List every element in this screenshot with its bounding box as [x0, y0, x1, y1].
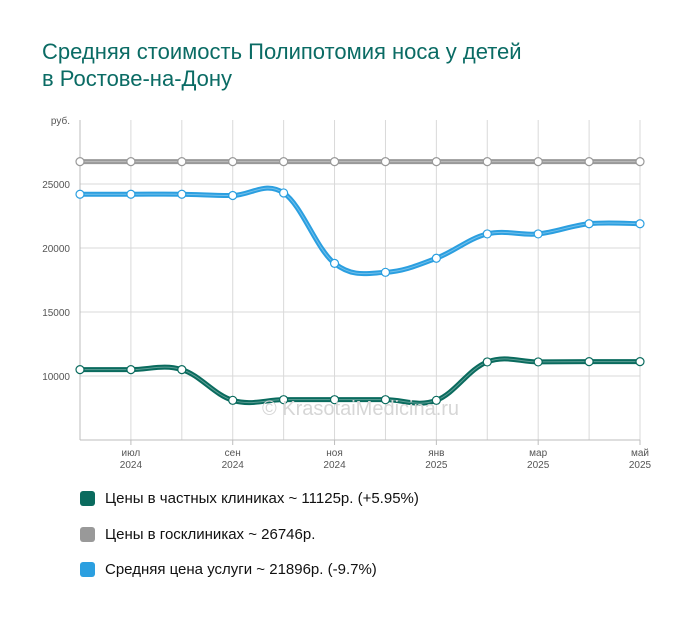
x-tick-label-year: 2025 [629, 460, 652, 471]
chart-series [77, 159, 643, 406]
x-tick-label-month: янв [428, 448, 444, 459]
x-tick-label-month: май [631, 448, 649, 459]
chart-axes: 10000150002000025000руб.июл2024сен2024но… [42, 115, 651, 471]
data-point-public [533, 157, 543, 167]
data-point-private [380, 395, 391, 405]
data-point-private [279, 395, 289, 405]
data-point-average [126, 189, 136, 199]
watermark: © KrasotaiMedicina.ru [262, 398, 460, 420]
data-point-average [75, 189, 85, 199]
x-tick-label-year: 2025 [527, 460, 550, 471]
data-point-private [177, 365, 187, 375]
x-tick-label-year: 2024 [222, 460, 245, 471]
data-point-public [380, 157, 391, 167]
x-tick-label-year: 2024 [323, 460, 346, 471]
y-tick-label: 15000 [42, 308, 70, 319]
data-point-private [228, 395, 238, 405]
data-point-private [635, 357, 645, 367]
data-point-public [482, 157, 492, 167]
data-point-private [329, 395, 340, 405]
data-point-public [584, 157, 594, 167]
chart-title-line-2: в Ростове-на-Дону [42, 66, 233, 91]
x-tick-label-month: сен [225, 448, 241, 459]
data-point-private [126, 365, 136, 375]
x-tick-label-year: 2024 [120, 460, 143, 471]
legend-swatch-private [80, 491, 95, 506]
data-point-public [75, 157, 85, 167]
legend-swatch-average [80, 562, 95, 577]
data-point-average [279, 188, 289, 198]
data-point-private [75, 365, 85, 375]
data-point-average [177, 189, 187, 199]
legend-label-public: Цены в госклиниках ~ 26746р. [105, 526, 316, 543]
y-axis-unit: руб. [51, 115, 70, 127]
data-point-public [635, 157, 645, 167]
data-point-public [329, 157, 340, 167]
data-point-private [533, 357, 543, 367]
data-point-average [228, 190, 238, 201]
data-point-average [482, 229, 492, 239]
data-point-average [533, 229, 543, 239]
y-tick-label: 10000 [42, 372, 70, 383]
series-line-private [77, 356, 643, 406]
legend-swatch-public [80, 527, 95, 542]
y-tick-label: 25000 [42, 180, 70, 191]
legend-label-average: Средняя цена услуги ~ 21896р. (-9.7%) [105, 561, 377, 578]
chart-title: Средняя стоимость Полипотомия носа у дет… [42, 38, 662, 92]
chart-points [75, 157, 645, 405]
data-point-public [126, 157, 136, 167]
chart-title-line-1: Средняя стоимость Полипотомия носа у дет… [42, 39, 522, 64]
data-point-private [482, 357, 492, 367]
data-point-average [635, 219, 645, 229]
data-point-private [584, 357, 594, 367]
data-point-average [431, 253, 441, 263]
data-point-public [177, 157, 187, 167]
data-point-average [584, 219, 594, 229]
x-tick-label-month: мар [529, 448, 547, 459]
chart-grid [79, 120, 641, 440]
legend-label-private: Цены в частных клиниках ~ 11125р. (+5.95… [105, 490, 419, 507]
data-point-public [431, 157, 441, 167]
data-point-public [279, 157, 289, 167]
data-point-public [228, 157, 238, 167]
y-tick-label: 20000 [42, 244, 70, 255]
data-point-private [431, 395, 441, 405]
data-point-average [329, 258, 340, 268]
x-tick-label-month: ноя [326, 448, 343, 459]
x-tick-label-year: 2025 [425, 460, 448, 471]
data-point-average [380, 267, 391, 277]
x-tick-label-month: июл [122, 448, 141, 459]
series-line-highlight-average [79, 187, 641, 275]
